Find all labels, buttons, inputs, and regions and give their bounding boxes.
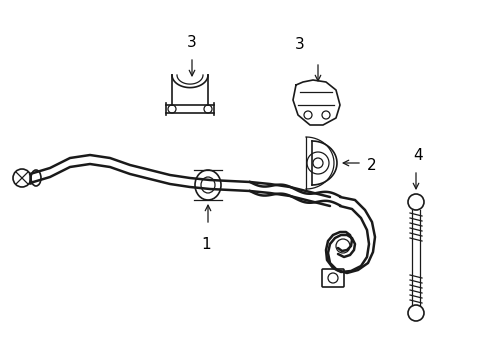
Circle shape — [304, 111, 311, 119]
Text: 3: 3 — [295, 37, 304, 52]
Ellipse shape — [195, 170, 221, 200]
Circle shape — [407, 194, 423, 210]
Circle shape — [321, 111, 329, 119]
FancyBboxPatch shape — [321, 269, 343, 287]
Text: 4: 4 — [412, 148, 422, 163]
Circle shape — [13, 169, 31, 187]
Text: 2: 2 — [366, 158, 376, 172]
Circle shape — [407, 305, 423, 321]
Circle shape — [327, 273, 337, 283]
Ellipse shape — [31, 170, 41, 186]
Circle shape — [306, 152, 328, 174]
Text: 3: 3 — [187, 35, 197, 50]
Circle shape — [203, 105, 212, 113]
Circle shape — [335, 239, 349, 253]
Circle shape — [168, 105, 176, 113]
Text: 1: 1 — [201, 237, 210, 252]
